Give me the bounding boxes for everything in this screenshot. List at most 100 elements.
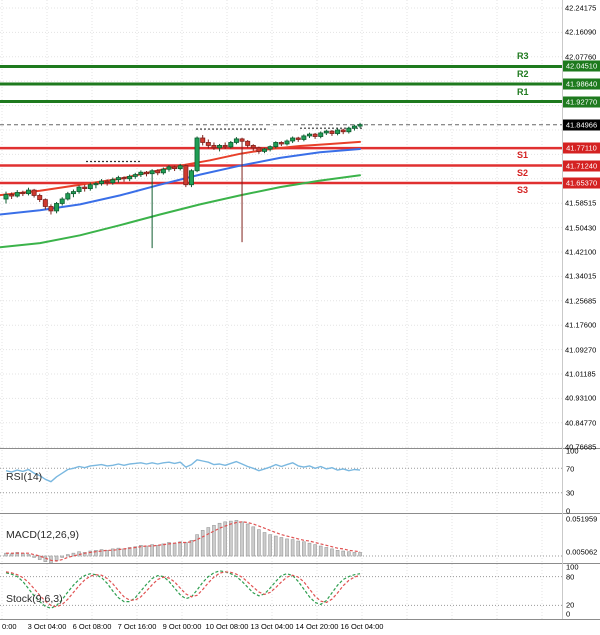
macd-bar (318, 545, 323, 557)
candle (155, 170, 161, 174)
macd-bar (94, 550, 98, 557)
candle (228, 142, 234, 148)
candle (166, 166, 172, 170)
candle (306, 133, 312, 137)
macd-bar (324, 547, 329, 557)
macd-label: MACD(12,26,9) (6, 529, 79, 541)
macd-signal-line (6, 521, 361, 562)
macd-bar (273, 535, 278, 557)
price-axis-label: 40.84770 (565, 418, 597, 428)
macd-bar (302, 541, 306, 557)
macd-bar (296, 540, 301, 557)
candle (200, 137, 206, 143)
price-axis-label: 41.50430 (565, 223, 597, 233)
pivot-badge: 41.92770 (563, 96, 600, 108)
pivot-badge: 41.98640 (563, 78, 600, 90)
candle (160, 168, 166, 174)
candle (211, 145, 217, 149)
candle (104, 180, 110, 184)
stoch-k-line (5, 570, 361, 609)
candle (346, 127, 352, 133)
macd-bar (184, 542, 188, 557)
macd-bar (37, 555, 42, 560)
candle (127, 175, 133, 180)
time-axis-label: 9 Oct 00:00 (162, 622, 202, 631)
price-axis-label: 42.16090 (565, 27, 597, 37)
macd-bar (88, 550, 93, 557)
candle (93, 183, 99, 186)
candle (177, 165, 183, 170)
macd-bar (285, 538, 289, 557)
candle (188, 170, 194, 186)
macd-bar (116, 547, 121, 557)
macd-bar (9, 553, 14, 557)
panel-separator (0, 513, 600, 514)
candle (121, 177, 127, 180)
candle (99, 180, 105, 184)
price-axis-label: 41.17600 (565, 320, 597, 330)
pivot-badge: 41.65370 (563, 177, 600, 189)
macd-bar (105, 550, 109, 557)
macd-bar (330, 548, 334, 557)
pivot-badge: 41.71240 (563, 160, 600, 172)
stoch-scale-label: 80 (566, 572, 575, 582)
candle (54, 203, 60, 212)
candle (323, 130, 329, 134)
macd-bar (358, 552, 362, 557)
time-axis-label: 7 Oct 16:00 (117, 622, 157, 631)
chart-canvas[interactable] (0, 0, 600, 619)
macd-bar (99, 549, 104, 557)
rsi-scale-label: 30 (566, 488, 575, 498)
pivot-tag-s1: S1 (517, 150, 529, 160)
candle (37, 195, 43, 201)
candle (82, 186, 88, 189)
macd-bar (212, 525, 216, 557)
price-axis-label: 41.34015 (565, 271, 597, 281)
candle (115, 177, 121, 181)
macd-bar (122, 548, 126, 557)
price-axis-line (562, 0, 563, 619)
candle (273, 142, 279, 148)
rsi-line (5, 459, 361, 483)
candle (143, 171, 149, 175)
time-axis-label: 16 Oct 04:00 (340, 622, 384, 631)
macd-bar (32, 555, 36, 558)
macd-bar (133, 546, 138, 557)
macd-bar (223, 521, 227, 557)
pivot-tag-r2: R2 (517, 69, 529, 79)
candle (110, 179, 116, 184)
macd-bar (245, 523, 250, 557)
candle (351, 125, 357, 129)
price-axis-label: 42.24175 (565, 3, 597, 13)
candle (357, 124, 363, 127)
price-axis-label: 41.42100 (565, 247, 597, 257)
time-axis-label: 3 Oct 04:00 (27, 622, 67, 631)
candle (20, 192, 26, 195)
candle (262, 148, 268, 152)
macd-bar (26, 554, 31, 557)
candle (9, 194, 15, 197)
price-axis-label: 42.07760 (565, 52, 597, 62)
candle (205, 142, 211, 146)
macd-bar (195, 534, 199, 557)
macd-bar (290, 539, 295, 557)
candle (65, 193, 71, 200)
candle (132, 174, 138, 177)
macd-bar (279, 537, 284, 557)
time-axis-label: 6 Oct 08:00 (72, 622, 112, 631)
candle (335, 129, 341, 134)
panel-separator (0, 563, 600, 564)
macd-scale-label: 0.051959 (566, 514, 598, 524)
macd-bar (251, 526, 256, 557)
ma-mid-blue (0, 148, 361, 216)
candle (172, 166, 178, 170)
time-axis-label: 13 Oct 04:00 (250, 622, 294, 631)
macd-bar (71, 552, 76, 557)
rsi-scale-label: 70 (566, 464, 575, 474)
macd-bar (60, 555, 65, 558)
ma-slow-green (0, 174, 361, 249)
pivot-badge: 42.04510 (563, 60, 600, 72)
candle (42, 199, 48, 207)
panel-separator (0, 619, 600, 620)
